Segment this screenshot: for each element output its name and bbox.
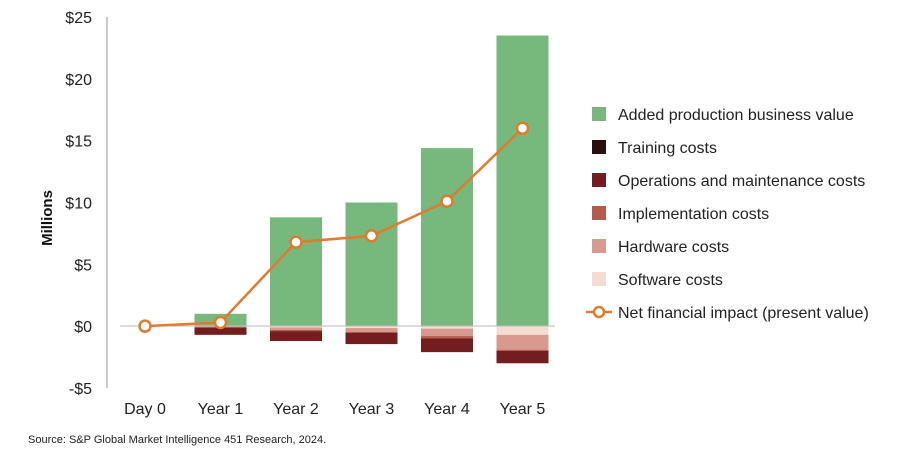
legend-label: Operations and maintenance costs [618, 173, 865, 190]
legend-label: Hardware costs [618, 239, 729, 256]
bar-cost [194, 327, 247, 335]
x-ticks: Day 0 Year 1 Year 2 Year 3 Year 4 Year 5 [124, 401, 545, 418]
legend-swatch [592, 107, 606, 121]
net-impact-polyline [144, 127, 524, 328]
bar-cost [421, 326, 473, 329]
bar-value [270, 217, 322, 327]
x-tick-label: Year 2 [273, 401, 319, 418]
bar-cost [345, 332, 398, 345]
x-tick-label: Day 0 [124, 401, 166, 418]
y-tick-label: -$5 [69, 381, 92, 398]
bar-value [496, 35, 549, 327]
net-impact-point [515, 121, 530, 136]
legend-line-marker [592, 305, 606, 319]
y-tick-label: $15 [65, 134, 92, 151]
legend-label: Software costs [618, 272, 723, 289]
net-impact-point [364, 229, 379, 243]
legend-label: Training costs [618, 140, 717, 157]
bar-cost [496, 326, 549, 335]
bars [194, 35, 549, 364]
y-tick-label: $20 [65, 72, 92, 89]
x-tick-label: Year 5 [500, 401, 546, 418]
net-impact-point [213, 315, 228, 330]
y-tick-label: $0 [74, 319, 92, 336]
legend-swatch [592, 239, 606, 253]
bar-cost [421, 336, 473, 339]
net-impact-point [440, 194, 454, 209]
legend-swatch [592, 206, 606, 220]
x-tick-label: Year 4 [424, 401, 470, 418]
bar-cost [345, 326, 398, 329]
bar-cost [270, 326, 322, 328]
legend-label: Added production business value [618, 107, 854, 124]
legend: Added production business value Training … [586, 107, 869, 322]
bar-value [345, 202, 398, 327]
bar-cost [421, 328, 473, 337]
y-tick-label: $5 [74, 257, 92, 274]
legend-swatch [592, 173, 606, 187]
bar-cost [270, 331, 322, 342]
legend-label: Net financial impact (present value) [618, 305, 869, 322]
bar-cost [270, 327, 322, 330]
y-ticks: -$5 $0 $5 $10 $15 $20 $25 [65, 10, 92, 398]
bar-cost [270, 329, 322, 332]
bar-cost [496, 350, 549, 364]
bar-cost [345, 328, 398, 332]
bar-value [421, 148, 473, 327]
bar-cost [421, 338, 473, 353]
bar-cost [496, 334, 549, 350]
legend-label: Implementation costs [618, 206, 769, 223]
x-tick-label: Year 1 [198, 401, 244, 418]
x-tick-label: Year 3 [349, 401, 395, 418]
net-impact-point [289, 235, 303, 249]
y-axis-label: Millions [39, 190, 56, 246]
bar-cost [496, 349, 549, 351]
y-tick-label: $10 [65, 196, 92, 213]
legend-swatch [592, 272, 606, 286]
source-note: Source: S&P Global Market Intelligence 4… [28, 434, 327, 446]
net-impact-line [138, 121, 530, 333]
y-tick-label: $25 [65, 10, 92, 27]
bar-cost [345, 331, 398, 333]
net-impact-point [138, 319, 152, 333]
legend-swatch [592, 140, 606, 154]
